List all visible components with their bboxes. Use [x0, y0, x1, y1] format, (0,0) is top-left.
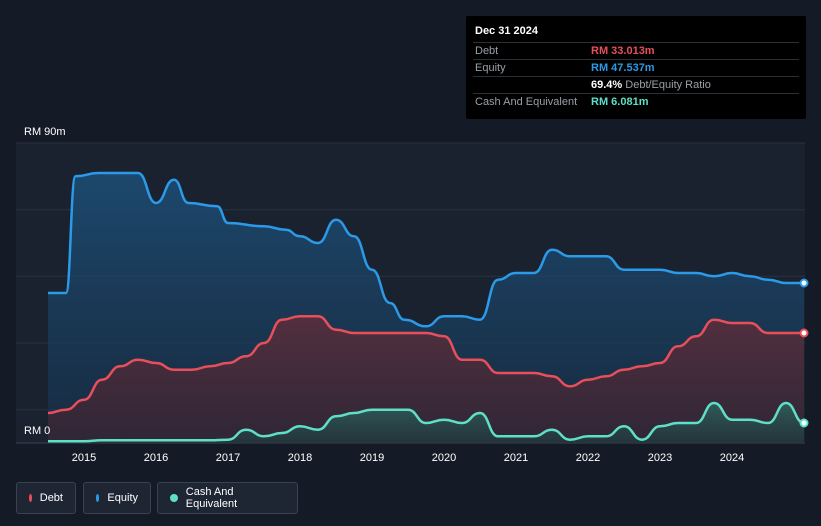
tooltip-row-equity: Equity RM 47.537m	[473, 59, 799, 77]
legend-item-debt[interactable]: Debt	[16, 482, 76, 514]
x-tick-2022: 2022	[576, 452, 600, 464]
legend-cash-label: Cash And Equivalent	[185, 486, 238, 510]
debt-dot-icon	[29, 494, 32, 502]
tooltip-cash-value: RM 6.081m	[591, 96, 649, 108]
cash-and-equivalent-line	[48, 401, 805, 443]
x-tick-2024: 2024	[720, 452, 744, 464]
equity-dot-icon	[96, 494, 100, 502]
debt-line	[47, 315, 804, 415]
x-tick-2015: 2015	[72, 452, 96, 464]
tooltip-equity-label: Equity	[475, 62, 506, 74]
x-tick-2023: 2023	[648, 452, 672, 464]
tooltip-debt-value: RM 33.013m	[591, 45, 655, 57]
x-tick-2016: 2016	[144, 452, 168, 464]
y-axis-top-label: RM 90m	[24, 126, 66, 138]
legend-item-equity[interactable]: Equity	[83, 482, 151, 514]
tooltip-row-debt: Debt RM 33.013m	[473, 42, 799, 60]
tooltip-ratio-value: 69.4%	[591, 79, 623, 91]
cash-dot-icon	[170, 494, 178, 502]
tooltip-row-cash: Cash And Equivalent RM 6.081m	[473, 93, 799, 111]
tooltip-debt-label: Debt	[475, 45, 499, 57]
x-tick-2017: 2017	[216, 452, 240, 464]
x-tick-2018: 2018	[288, 452, 312, 464]
debt-area	[48, 316, 804, 443]
equity-end-marker	[799, 278, 809, 288]
debt-end-marker	[799, 328, 809, 338]
x-tick-2020: 2020	[432, 452, 456, 464]
y-axis-bottom-label: RM 0	[24, 425, 51, 437]
tooltip-ratio: 69.4% Debt/Equity Ratio	[591, 79, 711, 91]
equity-line	[47, 171, 804, 328]
legend-item-cash[interactable]: Cash And Equivalent	[157, 482, 298, 514]
tooltip-date: Dec 31 2024	[475, 25, 538, 37]
tooltip-row-ratio: 69.4% Debt/Equity Ratio	[473, 76, 799, 94]
tooltip-panel: Dec 31 2024 Debt RM 33.013m Equity RM 47…	[466, 16, 806, 119]
legend-debt-label: Debt	[39, 492, 63, 504]
tooltip-ratio-suffix: Debt/Equity Ratio	[625, 79, 711, 91]
tooltip-cash-label: Cash And Equivalent	[475, 96, 578, 108]
cash-and-equivalent-end-marker	[799, 418, 809, 428]
tooltip-equity-value: RM 47.537m	[591, 62, 655, 74]
x-tick-2021: 2021	[504, 452, 528, 464]
legend-equity-label: Equity	[107, 492, 138, 504]
x-tick-2019: 2019	[360, 452, 384, 464]
